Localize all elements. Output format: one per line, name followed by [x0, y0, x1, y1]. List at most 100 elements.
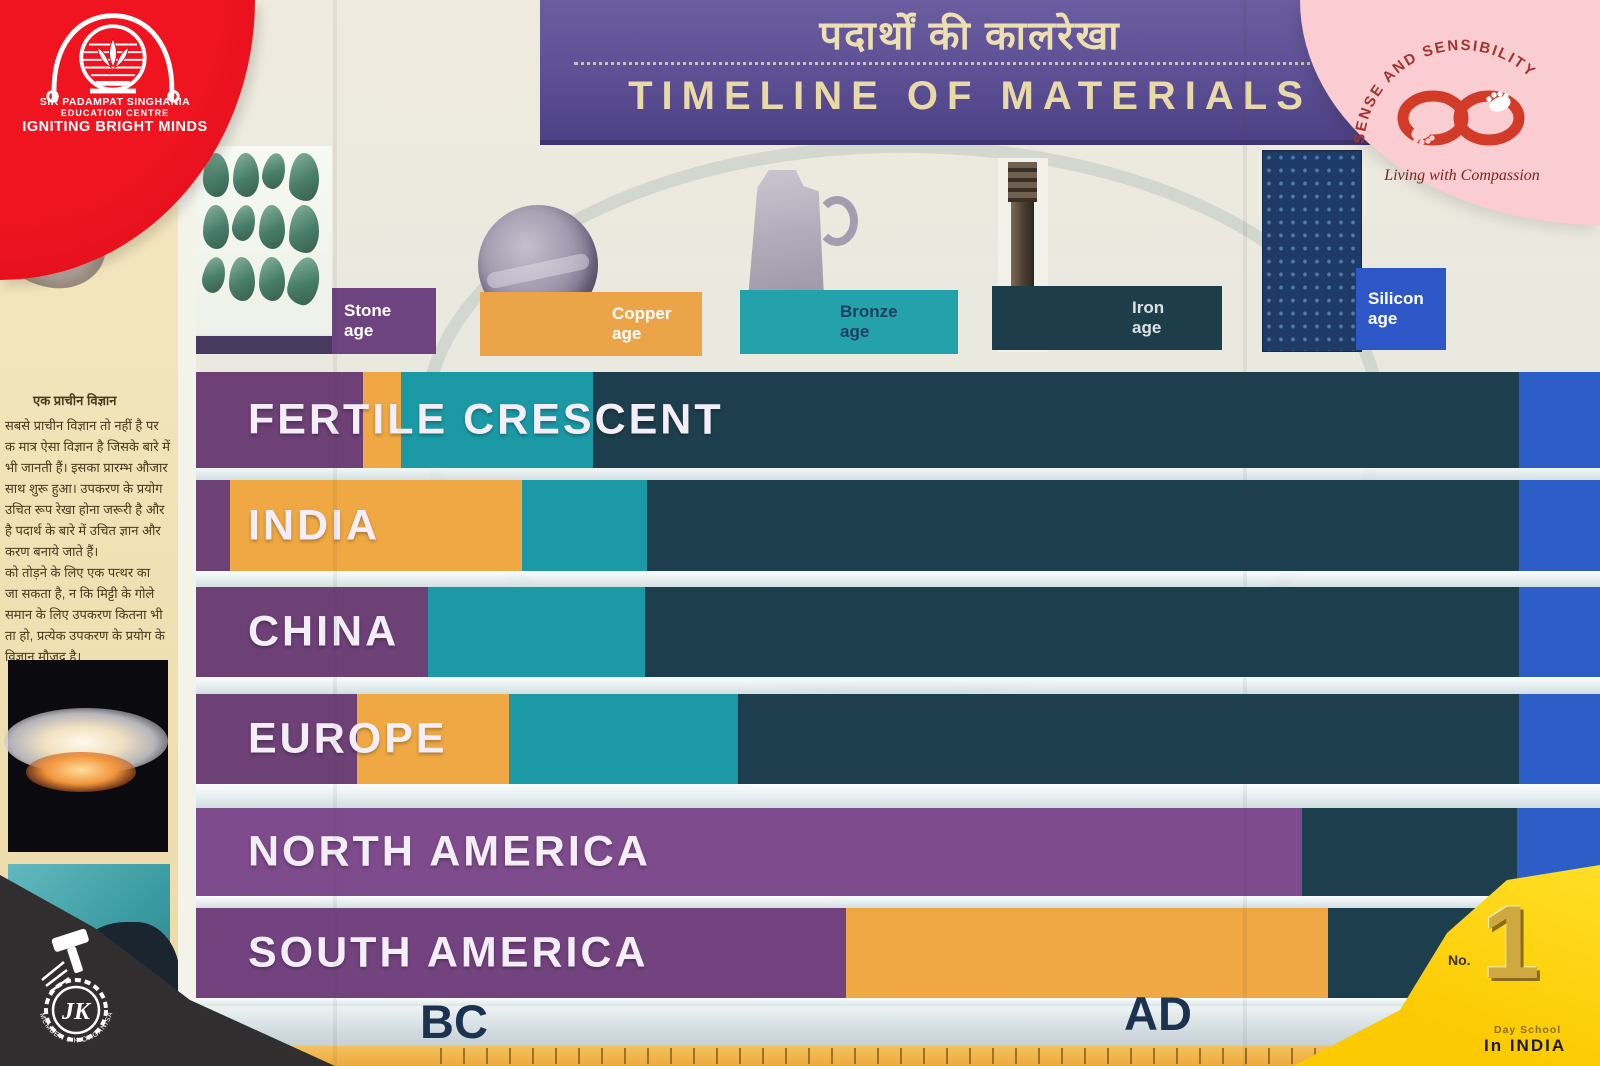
legend-iron-age: Iron age: [992, 286, 1222, 350]
spsec-tagline: IGNITING BRIGHT MINDS: [22, 119, 208, 135]
ruler-tick: [1084, 1048, 1086, 1064]
region-label: SOUTH AMERICA: [248, 928, 649, 977]
segment-stone-age: [196, 694, 358, 784]
spsec-org-name-2: EDUCATION CENTRE: [60, 108, 170, 118]
sense-sensibility-corner: SENSE AND SENSIBILITY Living with Compas…: [1300, 0, 1600, 225]
sidebar-text-line: को तोड़ने के लिए एक पत्थर का: [5, 565, 151, 580]
hindi-title: पदार्थों की कालरेखा: [819, 14, 1121, 58]
segment-iron-age: [737, 694, 1519, 784]
legend-bronze-age: Bronze age: [740, 290, 958, 354]
sense-sensibility-logo-icon: SENSE AND SENSIBILITY Living with Compas…: [1351, 37, 1540, 184]
ruler-tick: [1222, 1048, 1224, 1064]
svg-text:Living with Compassion: Living with Compassion: [1383, 167, 1540, 184]
sidebar-text-line: ता हो, प्रत्येक उपकरण के प्रयोग के: [5, 628, 165, 643]
ruler-tick: [532, 1048, 534, 1064]
silicon-wafer-icon: [1262, 150, 1362, 352]
segment-bronze-age: [509, 694, 738, 784]
legend-label-2: age: [840, 322, 870, 341]
day-school-label: Day School: [1494, 1024, 1562, 1036]
sidebar-text-line: एक प्राचीन विज्ञान: [33, 393, 117, 408]
segment-copper-age: [363, 372, 401, 468]
hand-icon: [1486, 91, 1511, 112]
legend-label-2: age: [344, 321, 374, 340]
dotted-divider: [574, 62, 1366, 65]
sidebar-hindi-text: एक प्राचीन विज्ञान सबसे प्राचीन विज्ञान त…: [5, 390, 175, 667]
axis-label-ad: AD: [1124, 987, 1192, 1040]
legend-silicon-age: Silicon age: [1356, 268, 1446, 350]
timeline-row-fertile-crescent: FERTILE CRESCENT: [196, 372, 1600, 468]
ruler-tick: [1199, 1048, 1201, 1064]
segment-copper-age: [846, 908, 1328, 998]
legend-label: Stone: [344, 301, 392, 320]
title-band: पदार्थों की कालरेखा TIMELINE OF MATERIAL…: [540, 0, 1400, 145]
ruler-tick: [992, 1048, 994, 1064]
ruler-tick: [578, 1048, 580, 1064]
sidebar-text-line: क मात्र ऐसा विज्ञान है जिसके बारे में: [5, 439, 171, 454]
legend-label-2: age: [1132, 318, 1162, 337]
ruler-tick: [647, 1048, 649, 1064]
ruler-tick: [739, 1048, 741, 1064]
ruler-tick: [762, 1048, 764, 1064]
ruler-tick: [509, 1048, 511, 1064]
row-gap: [196, 464, 1600, 480]
ruler-tick: [1268, 1048, 1270, 1064]
row-gap: [196, 896, 1600, 908]
segment-iron-age: [646, 480, 1519, 571]
ruler-tick: [555, 1048, 557, 1064]
axis-label-bc: BC: [420, 995, 488, 1048]
segment-iron-age: [1302, 808, 1518, 896]
poster-left-edge: [178, 0, 196, 1066]
ruler-tick: [969, 1048, 971, 1064]
row-gap: [196, 998, 1600, 1008]
sidebar-text-line: साथ शुरू हुआ। उपकरण के प्रयोग: [5, 481, 163, 496]
row-gap: [196, 677, 1600, 694]
region-label: INDIA: [248, 501, 381, 549]
segment-stone-age: [196, 908, 847, 998]
row-gap: [196, 784, 1600, 808]
legend-stone-age: Stone age: [332, 288, 436, 354]
poster-fold-line: [333, 0, 337, 1066]
ruler-tick: [1291, 1048, 1293, 1064]
timeline-row-india: INDIA: [196, 480, 1600, 571]
time-ruler: [196, 1046, 1600, 1066]
stone-shelf-strip: [196, 336, 338, 354]
timeline-row-south-america: SOUTH AMERICA: [196, 908, 1600, 998]
region-label: EUROPE: [248, 714, 448, 763]
ruler-tick: [831, 1048, 833, 1064]
segment-silicon-age: [1518, 372, 1600, 468]
legend-label: Iron: [1132, 298, 1165, 317]
segment-stone-age: [196, 808, 1303, 896]
segment-silicon-age: [1518, 587, 1600, 677]
ruler-tick: [624, 1048, 626, 1064]
ruler-tick: [923, 1048, 925, 1064]
ruler-tick: [440, 1048, 442, 1064]
ruler-tick: [1038, 1048, 1040, 1064]
segment-silicon-age: [1518, 694, 1600, 784]
ruler-tick: [693, 1048, 695, 1064]
poster-fold-line: [1243, 0, 1247, 1066]
spsec-emblem-icon: [46, 13, 180, 103]
timeline-row-china: CHINA: [196, 587, 1600, 677]
sidebar-text-line: उचित रूप रेखा होना जरूरी है और: [5, 502, 165, 517]
sidebar-text-line: समान के लिए उपकरण कितना भी: [5, 607, 163, 622]
ruler-tick: [877, 1048, 879, 1064]
ruler-tick: [900, 1048, 902, 1064]
golden-one: 1: [1482, 885, 1540, 1001]
ruler-tick: [946, 1048, 948, 1064]
region-label: FERTILE CRESCENT: [248, 395, 724, 444]
row-gap: [196, 571, 1600, 587]
ruler-tick: [463, 1048, 465, 1064]
legend-label: Copper: [612, 304, 672, 323]
sidebar-text-line: जा सकता है, न कि मिट्टी के गोले: [5, 586, 155, 601]
segment-copper-age: [229, 480, 522, 571]
ruler-tick: [1015, 1048, 1017, 1064]
legend-copper-age: Copper age: [480, 292, 702, 356]
ruler-tick: [808, 1048, 810, 1064]
spsec-org-name: SIR PADAMPAT SINGHANIA: [39, 96, 191, 108]
legend-label-2: age: [1368, 309, 1398, 328]
segment-bronze-age: [521, 480, 647, 571]
sidebar-text-line: करण बनाये जाते हैं।: [5, 544, 99, 559]
ruler-tick: [1107, 1048, 1109, 1064]
stone-tools-icon: [196, 146, 332, 334]
